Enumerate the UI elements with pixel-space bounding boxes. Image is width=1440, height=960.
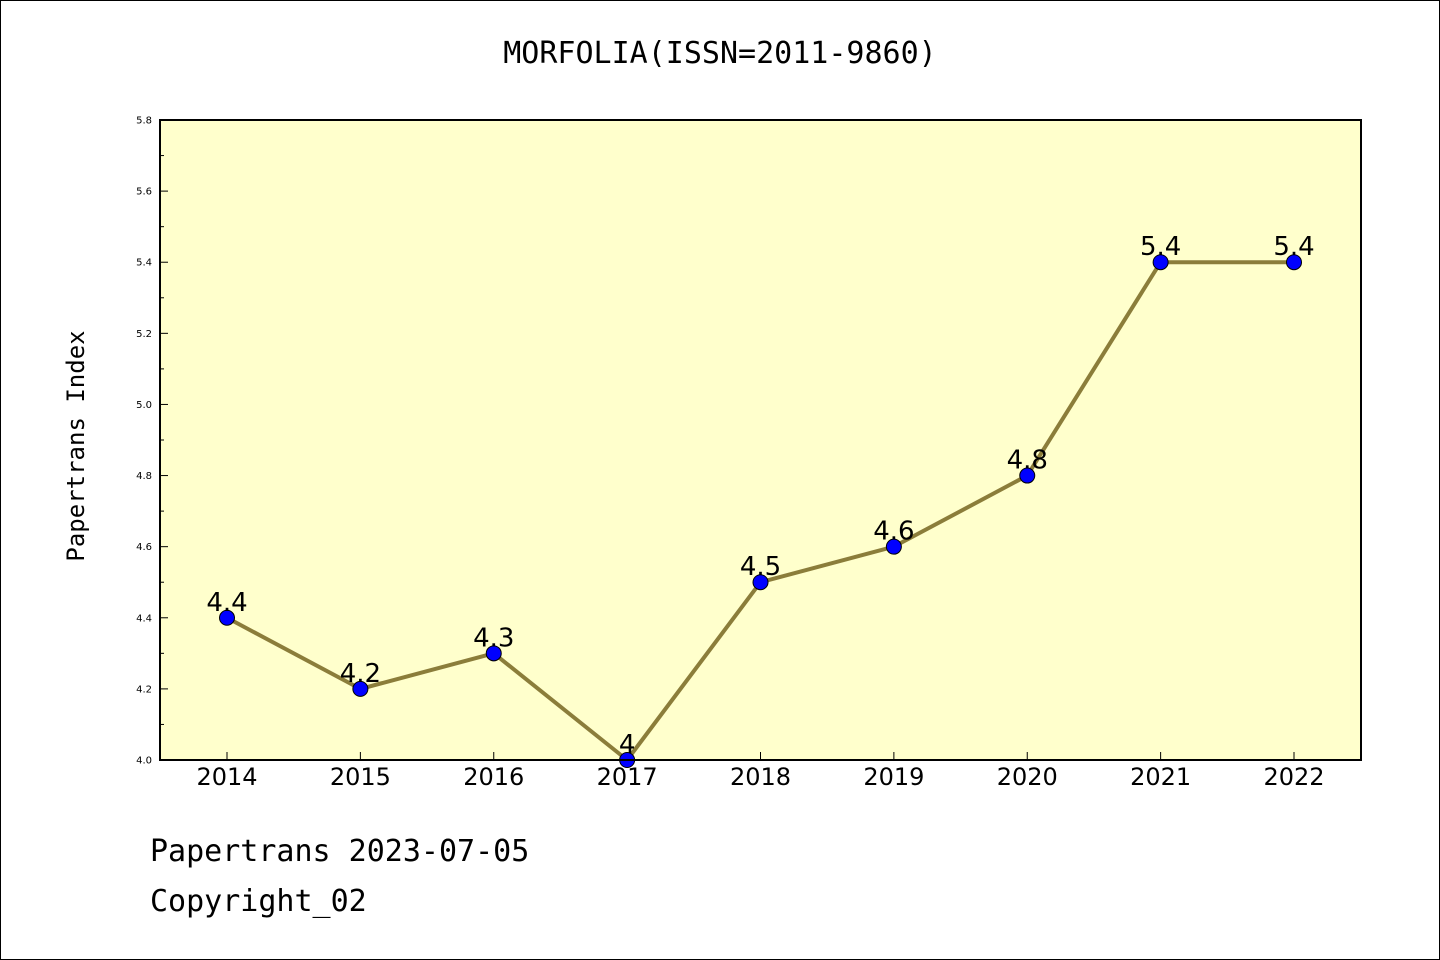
data-point [485,645,502,662]
data-point [1019,467,1036,484]
plot-border [159,119,1362,761]
x-tick-label: 2021 [1130,763,1191,791]
footer-date: Papertrans 2023-07-05 [150,834,530,869]
data-label: 4 [619,730,636,760]
data-label: 4.2 [340,659,381,689]
plot-area [160,120,1361,760]
x-tick-label: 2019 [863,763,924,791]
x-tick-label: 2016 [463,763,524,791]
y-tick-label: 5.2 [136,329,152,340]
y-tick-label: 4.4 [136,613,152,624]
data-label: 5.4 [1273,232,1314,262]
y-tick-label: 4.0 [136,756,152,767]
x-tick-label: 2015 [330,763,391,791]
data-label: 4.4 [206,588,247,618]
data-points [219,254,1302,768]
data-label: 5.4 [1140,232,1181,262]
x-axis: 2014 2015 2016 2017 2018 2019 2020 2021 2022 [196,752,1325,791]
chart-title: MORFOLIA(ISSN=2011-9860) [503,36,937,71]
data-point [752,574,769,591]
y-tick-label: 4.6 [136,542,152,553]
y-tick-label: 5.0 [136,400,152,411]
data-point [219,609,235,626]
x-tick-label: 2018 [730,763,791,791]
data-point [1286,254,1302,271]
data-point [885,538,902,555]
y-tick-label: 5.6 [136,187,152,198]
y-tick-label: 4.8 [136,471,152,482]
data-label: 4.8 [1007,446,1048,476]
data-label: 4.3 [473,623,514,653]
x-tick-label: 2020 [997,763,1058,791]
x-tick-label: 2014 [196,763,257,791]
y-tick-label: 5.8 [136,116,152,127]
x-tick-label: 2022 [1263,763,1324,791]
data-point [352,680,369,697]
y-tick-label: 4.2 [136,684,152,695]
y-tick-label: 5.4 [136,258,152,269]
data-point [1152,254,1169,271]
data-label: 4.6 [873,517,914,547]
data-labels: 4.4 4.2 4.3 4 4.5 4.6 4.8 5.4 5.4 [206,232,1314,760]
footer-copyright: Copyright_02 [150,884,367,919]
data-label: 4.5 [740,552,781,582]
